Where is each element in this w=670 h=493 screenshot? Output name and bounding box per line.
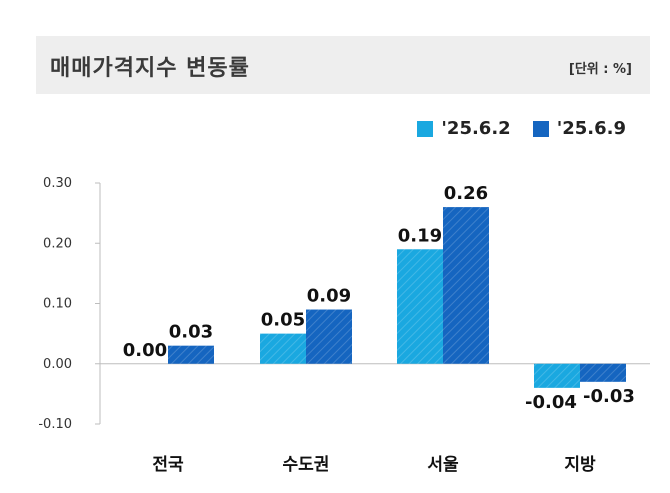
- value-label: 0.03: [169, 322, 213, 343]
- category-label: 수도권: [283, 455, 330, 475]
- y-tick-label: 0.00: [43, 357, 72, 372]
- bar-hatch-overlay: [580, 363, 626, 382]
- legend-item-series-2: '25.6.9: [532, 118, 626, 139]
- value-label: 0.19: [398, 225, 442, 246]
- bar-hatch-overlay: [168, 345, 214, 364]
- y-tick-label: -0.10: [38, 417, 72, 432]
- category-label: 전국: [152, 455, 184, 475]
- value-label: -0.03: [583, 386, 635, 407]
- bar-hatch-overlay: [260, 333, 306, 364]
- legend: '25.6.2 '25.6.9: [417, 118, 626, 139]
- value-label: 0.09: [307, 286, 351, 307]
- legend-swatch-series-2: [532, 120, 549, 137]
- value-label: 0.00: [123, 340, 167, 361]
- legend-item-series-1: '25.6.2: [417, 118, 511, 139]
- y-tick-label: 0.30: [43, 176, 72, 191]
- legend-swatch-series-1: [417, 120, 434, 137]
- value-label: 0.26: [444, 183, 488, 204]
- y-tick-label: 0.20: [43, 236, 72, 251]
- bar-hatch-overlay: [397, 249, 443, 364]
- title-bar: 매매가격지수 변동률 [단위 : %]: [36, 36, 650, 94]
- bar-hatch-overlay: [534, 363, 580, 388]
- value-label: -0.04: [525, 392, 577, 413]
- bar-hatch-overlay: [306, 309, 352, 364]
- unit-label: [단위 : %]: [568, 62, 632, 77]
- legend-label-series-1: '25.6.2: [441, 118, 511, 139]
- category-label: 서울: [427, 455, 459, 475]
- value-label: 0.05: [261, 310, 305, 331]
- y-tick-label: 0.10: [43, 297, 72, 312]
- bar-hatch-overlay: [443, 207, 489, 364]
- legend-label-series-2: '25.6.9: [556, 118, 626, 139]
- chart-title: 매매가격지수 변동률: [50, 56, 250, 81]
- category-label: 지방: [564, 455, 596, 475]
